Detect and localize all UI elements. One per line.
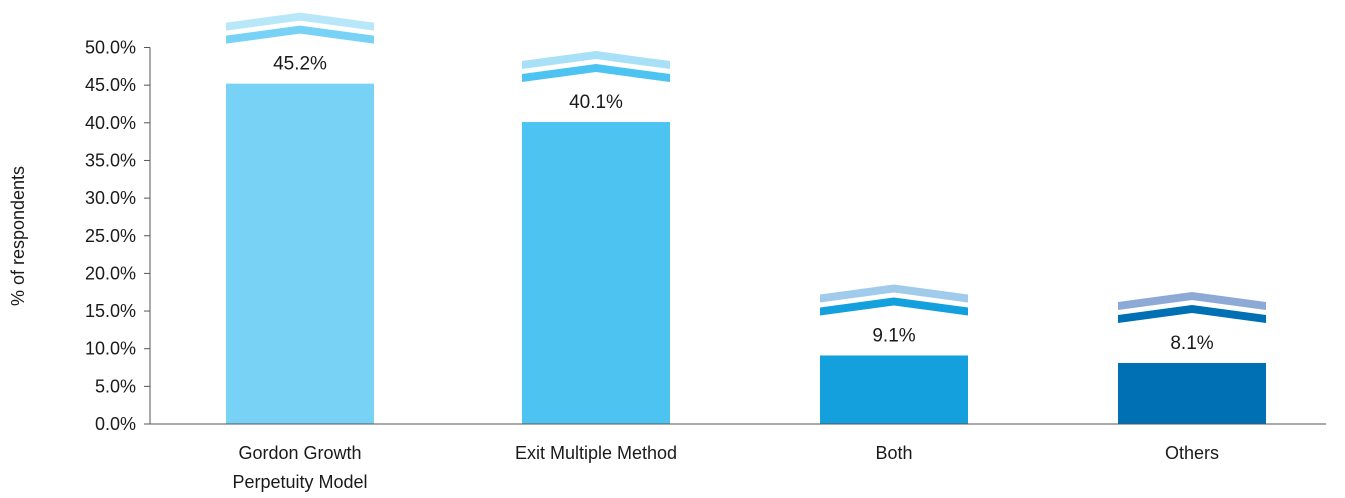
y-tick-label: 50.0% [85, 38, 136, 58]
bars-group [226, 83, 1266, 425]
x-category-label: Both [875, 443, 912, 463]
bar [226, 83, 374, 425]
data-labels-group: 45.2% 40.1% 9.1% 8.1% [273, 54, 1214, 354]
chevron-light [226, 12, 374, 31]
y-tick-label: 30.0% [85, 188, 136, 208]
y-tick-label: 35.0% [85, 150, 136, 170]
x-category-label: Others [1165, 443, 1219, 463]
y-tick-label: 0.0% [95, 414, 136, 434]
y-tick-label: 10.0% [85, 339, 136, 359]
x-category-label: Exit Multiple Method [515, 443, 677, 463]
category-labels-group: Gordon Growth Perpetuity Model Exit Multip… [232, 443, 1219, 492]
bar [820, 355, 968, 424]
chevron-dark [522, 64, 670, 83]
x-category-label: Perpetuity Model [232, 472, 367, 492]
y-tick-label: 5.0% [95, 376, 136, 396]
data-label: 45.2% [273, 54, 327, 75]
y-tick-label: 45.0% [85, 75, 136, 95]
y-tick-label: 40.0% [85, 113, 136, 133]
y-tick-label: 20.0% [85, 263, 136, 283]
y-axis-ticks: 0.0% 5.0% 10.0% 15.0% 20.0% 25.0% 30.0% 35.0% 40… [85, 38, 150, 434]
data-label: 9.1% [872, 325, 915, 346]
bar [1118, 363, 1266, 424]
chevron-dark [820, 297, 968, 316]
data-label: 8.1% [1170, 333, 1213, 354]
chevron-light [522, 51, 670, 70]
chevron-light [820, 284, 968, 303]
bar [522, 122, 670, 424]
chevrons-group [226, 12, 1266, 324]
x-category-label: Gordon Growth [238, 443, 361, 463]
data-label: 40.1% [569, 92, 623, 113]
chevron-dark [1118, 305, 1266, 324]
chevron-dark [226, 25, 374, 44]
y-tick-label: 15.0% [85, 301, 136, 321]
chevron-light [1118, 292, 1266, 311]
y-tick-label: 25.0% [85, 226, 136, 246]
y-axis-title: % of respondents [8, 166, 28, 306]
